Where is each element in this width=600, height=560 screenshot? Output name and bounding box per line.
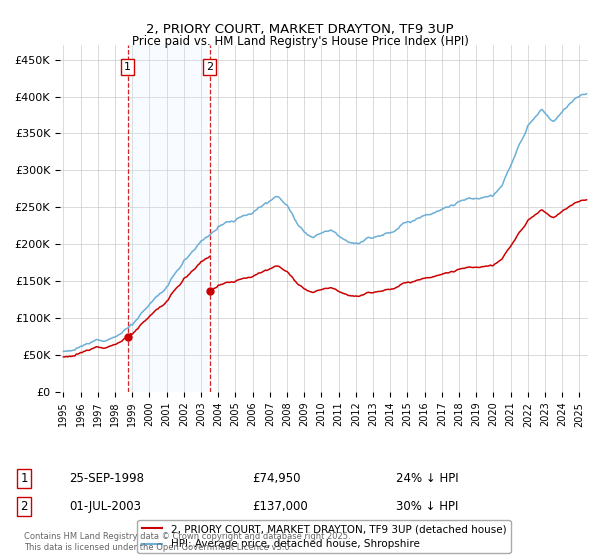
Text: £74,950: £74,950 — [252, 472, 301, 486]
Text: 2: 2 — [20, 500, 28, 514]
Text: 30% ↓ HPI: 30% ↓ HPI — [396, 500, 458, 514]
Text: 25-SEP-1998: 25-SEP-1998 — [69, 472, 144, 486]
Text: 2: 2 — [206, 62, 213, 72]
Text: £137,000: £137,000 — [252, 500, 308, 514]
Bar — [128, 45, 209, 392]
Text: 24% ↓ HPI: 24% ↓ HPI — [396, 472, 458, 486]
Text: 1: 1 — [124, 62, 131, 72]
Legend: 2, PRIORY COURT, MARKET DRAYTON, TF9 3UP (detached house), HPI: Average price, d: 2, PRIORY COURT, MARKET DRAYTON, TF9 3UP… — [137, 520, 511, 553]
Text: Contains HM Land Registry data © Crown copyright and database right 2025.
This d: Contains HM Land Registry data © Crown c… — [24, 532, 350, 552]
Text: 2, PRIORY COURT, MARKET DRAYTON, TF9 3UP: 2, PRIORY COURT, MARKET DRAYTON, TF9 3UP — [146, 24, 454, 36]
Text: 1: 1 — [20, 472, 28, 486]
Text: 01-JUL-2003: 01-JUL-2003 — [69, 500, 141, 514]
Text: Price paid vs. HM Land Registry's House Price Index (HPI): Price paid vs. HM Land Registry's House … — [131, 35, 469, 48]
